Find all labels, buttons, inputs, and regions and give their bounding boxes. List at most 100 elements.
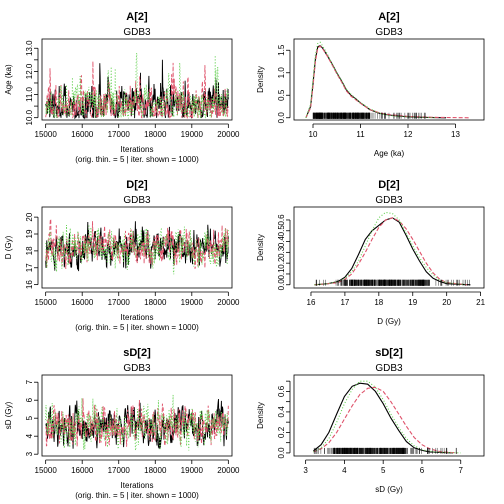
y-tick-label: 0.2: [277, 426, 286, 438]
x-tick-label: 12: [404, 130, 413, 139]
x-axis-sublabel: (orig. thin. = 5 | iter. shown = 1000): [75, 323, 199, 332]
x-tick-label: 3: [303, 466, 308, 475]
trace-sD2-panel: sD[2] GDB3 15000 16000 17000 18000 19000 20000 3…: [4, 347, 240, 500]
y-axis-label: Age (ka): [4, 64, 13, 95]
trace-line-chain-3: [45, 52, 229, 120]
x-tick-label: 13: [451, 130, 460, 139]
density-line-chain-2: [313, 386, 457, 454]
panel-subtitle: GDB3: [375, 27, 403, 38]
trace-D2-panel: D[2] GDB3 15000 16000 17000 18000 19000 20000 16…: [4, 179, 240, 332]
y-tick-label: 0.0: [277, 447, 286, 459]
rug-marks: [315, 279, 470, 286]
y-tick-label: 12.0: [25, 63, 34, 79]
plot-frame: [293, 374, 485, 457]
y-tick-label: 13.0: [25, 40, 34, 56]
plot-frame: [293, 206, 485, 289]
y-tick-label: 0.2: [277, 257, 286, 269]
series-group: [313, 380, 461, 454]
y-tick-label: 0.5: [277, 89, 286, 101]
x-tick-label: 17000: [108, 298, 131, 307]
y-tick-label: 0.4: [277, 406, 286, 418]
x-tick-label: 15000: [35, 466, 58, 475]
plot-frame: [41, 206, 233, 289]
density-line-chain-1: [305, 45, 447, 119]
trace-A2-panel: A[2] GDB3 15000 16000 17000 18000 19000 20000 10…: [4, 11, 240, 164]
series-group: [45, 394, 229, 451]
y-tick-label: 0.6: [277, 214, 286, 226]
density-sD2-panel: sD[2] GDB3 3 4 5 6 7 0.0 0.2 0.4 0.6 sD (Gy) Density: [256, 347, 485, 494]
x-tick-label: 20000: [217, 466, 240, 475]
x-tick-label: 16000: [71, 466, 94, 475]
y-tick-label: 0.0: [277, 112, 286, 124]
y-tick-label: 0.1: [277, 268, 286, 280]
panel-title: D[2]: [126, 179, 148, 191]
x-axis-sublabel: (orig. thin. = 5 | iter. shown = 1000): [75, 155, 199, 164]
trace-line-chain-2: [45, 398, 229, 447]
series-group: [45, 52, 229, 120]
x-tick-label: 19000: [181, 466, 204, 475]
x-tick-label: 18000: [144, 298, 167, 307]
density-line-chain-1: [314, 217, 471, 286]
y-tick-label: 17: [25, 263, 34, 272]
y-tick-label: 11.0: [25, 87, 34, 103]
rug-marks: [312, 112, 426, 119]
x-tick-label: 19000: [181, 298, 204, 307]
x-tick-label: 16: [307, 298, 316, 307]
density-line-chain-2: [314, 217, 468, 286]
y-axis-label: Density: [256, 66, 265, 93]
x-axis-label: Age (ka): [374, 149, 405, 158]
x-axis-label: D (Gy): [377, 317, 401, 326]
y-tick-label: 3: [25, 451, 34, 456]
x-tick-label: 21: [476, 298, 485, 307]
x-tick-label: 19: [408, 298, 417, 307]
x-axis-label: sD (Gy): [375, 485, 403, 494]
y-tick-label: 0.0: [277, 279, 286, 291]
panel-title: A[2]: [378, 11, 400, 23]
x-tick-label: 15000: [35, 130, 58, 139]
y-tick-label: 5: [25, 415, 34, 420]
series-group: [305, 41, 470, 119]
panel-title: A[2]: [126, 11, 148, 23]
y-tick-label: 1.0: [277, 67, 286, 79]
panel-subtitle: GDB3: [375, 195, 403, 206]
panel-subtitle: GDB3: [123, 195, 151, 206]
y-tick-label: 20: [25, 212, 34, 221]
panel-title: sD[2]: [123, 347, 151, 359]
density-line-chain-3: [313, 380, 461, 454]
x-tick-label: 20000: [217, 130, 240, 139]
x-tick-label: 17: [340, 298, 349, 307]
y-tick-label: 4: [25, 433, 34, 438]
x-tick-label: 15000: [35, 298, 58, 307]
density-D2-panel: D[2] GDB3 16 17 18 19 20 21 0.00.10.20.30.40.50.…: [256, 179, 486, 326]
x-tick-label: 16000: [71, 298, 94, 307]
x-tick-label: 20: [442, 298, 451, 307]
x-axis-label: Iterations: [121, 481, 154, 490]
trace-line-chain-3: [45, 224, 229, 275]
density-line-chain-3: [314, 211, 468, 286]
y-tick-label: 0.6: [277, 385, 286, 397]
rug-marks: [313, 447, 457, 454]
y-tick-label: 16: [25, 280, 34, 289]
panel-title: D[2]: [378, 179, 400, 191]
x-axis-label: Iterations: [121, 145, 154, 154]
panel-subtitle: GDB3: [123, 27, 151, 38]
x-tick-label: 11: [356, 130, 365, 139]
x-axis-label: Iterations: [121, 313, 154, 322]
x-tick-label: 17000: [108, 466, 131, 475]
x-tick-label: 16000: [71, 130, 94, 139]
density-line-chain-2: [305, 45, 470, 119]
y-tick-label: 1.5: [277, 44, 286, 56]
plot-frame: [293, 38, 485, 121]
y-tick-label: 19: [25, 229, 34, 238]
x-tick-label: 10: [309, 130, 318, 139]
x-tick-label: 19000: [181, 130, 204, 139]
series-group: [314, 211, 471, 286]
x-tick-label: 5: [381, 466, 386, 475]
y-axis-label: Density: [256, 234, 265, 261]
y-tick-label: 7: [25, 379, 34, 384]
plot-frame: [41, 374, 233, 457]
trace-line-chain-3: [45, 394, 229, 451]
y-tick-label: 10.0: [25, 109, 34, 125]
panel-subtitle: GDB3: [123, 363, 151, 374]
panel-title: sD[2]: [375, 347, 403, 359]
